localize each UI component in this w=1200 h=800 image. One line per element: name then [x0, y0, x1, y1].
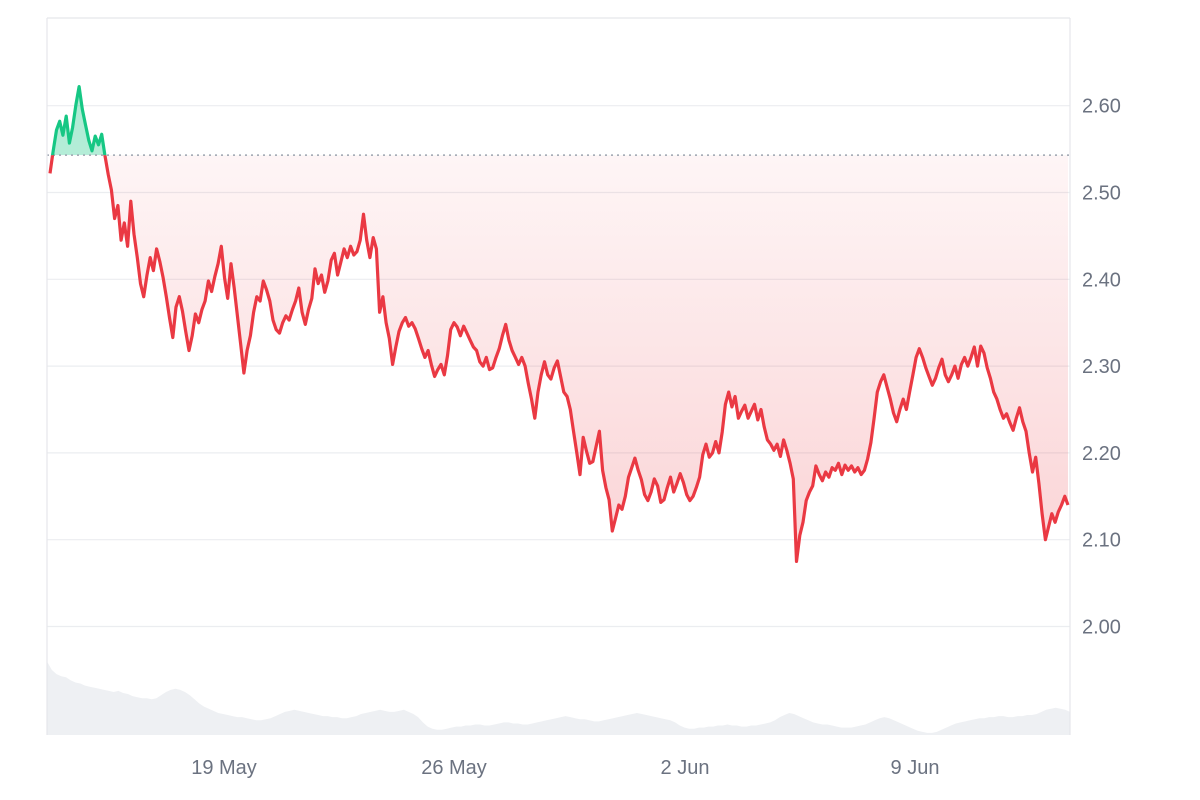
x-tick-label: 2 Jun	[661, 757, 710, 779]
y-tick-label: 2.30	[1082, 356, 1121, 378]
volume-area-shape	[47, 661, 1070, 735]
y-tick-label: 2.50	[1082, 183, 1121, 205]
y-tick-label: 2.60	[1082, 96, 1121, 118]
y-tick-label: 2.10	[1082, 530, 1121, 552]
price-fill-below-baseline	[50, 155, 1068, 562]
x-tick-label: 9 Jun	[891, 757, 940, 779]
price-fill-above-baseline	[52, 86, 105, 156]
price-line-below-baseline	[48, 155, 1070, 563]
y-axis-ticks: 2.00 2.10 2.20 2.30 2.40 2.50 2.60	[1082, 96, 1121, 639]
y-tick-label: 2.40	[1082, 269, 1121, 291]
price-fill	[50, 86, 1068, 562]
price-series	[48, 85, 1070, 563]
x-axis-ticks: 19 May 26 May 2 Jun 9 Jun	[191, 757, 939, 779]
y-tick-label: 2.00	[1082, 617, 1121, 639]
x-tick-label: 26 May	[421, 757, 487, 779]
chart-frame	[46, 17, 1071, 735]
y-tick-label: 2.20	[1082, 443, 1121, 465]
x-tick-label: 19 May	[191, 757, 257, 779]
volume-area	[47, 661, 1070, 735]
